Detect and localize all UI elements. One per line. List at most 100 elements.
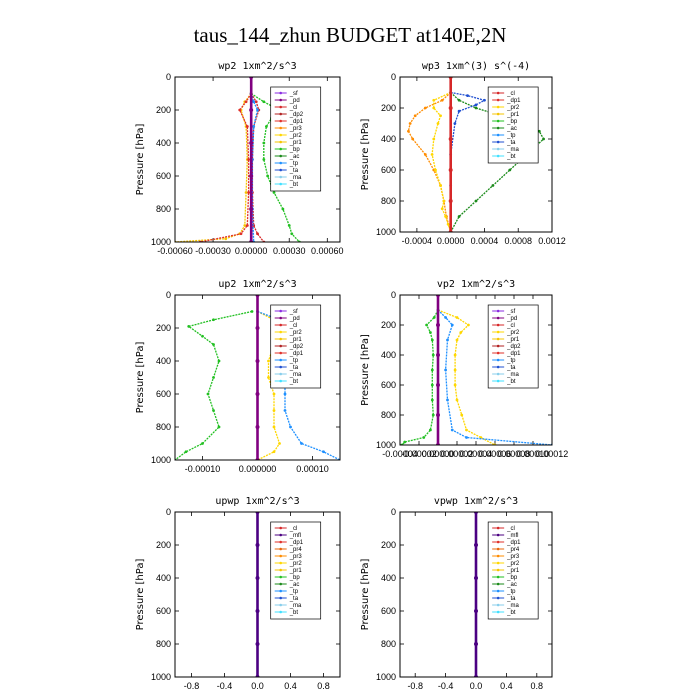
y-tick-label: 400 bbox=[381, 134, 396, 144]
legend-marker-pd bbox=[496, 316, 500, 320]
series-point-tp bbox=[450, 428, 454, 432]
x-tick-label: 0.4 bbox=[500, 681, 513, 691]
y-axis-label: Pressure [hPa] bbox=[360, 119, 371, 191]
series-point-dp1 bbox=[245, 125, 249, 128]
y-tick-label: 1000 bbox=[151, 672, 171, 682]
x-tick-label: 0.0004 bbox=[471, 236, 499, 246]
legend-label-pr1: _pr1 bbox=[506, 568, 520, 574]
y-tick-label: 600 bbox=[156, 171, 171, 181]
y-tick-label: 0 bbox=[166, 290, 171, 300]
x-tick-label: -0.8 bbox=[407, 681, 423, 691]
legend-label-ma: _ma bbox=[289, 175, 302, 181]
series-point-bp bbox=[290, 232, 294, 236]
legend-marker-pr4 bbox=[279, 547, 283, 551]
series-point-ta bbox=[453, 122, 457, 125]
series-point-tp bbox=[446, 338, 449, 342]
legend-label-ac: _ac bbox=[289, 582, 300, 588]
x-tick-label: 0.00006 bbox=[479, 449, 512, 459]
series-point-pr3 bbox=[408, 122, 412, 125]
legend-marker-mfl bbox=[496, 533, 500, 537]
legend-label-bp: _bp bbox=[289, 147, 301, 153]
legend-label-bt: _bt bbox=[506, 154, 516, 160]
legend-label-ma: _ma bbox=[506, 147, 519, 153]
legend-marker-dp1 bbox=[279, 119, 283, 123]
y-axis-label: Pressure [hPa] bbox=[135, 124, 146, 196]
series-point-bp bbox=[272, 191, 276, 194]
series-point-pr1 bbox=[243, 224, 247, 227]
legend-marker-pr1 bbox=[279, 140, 283, 144]
series-point-pd bbox=[255, 425, 260, 429]
series-point-tp bbox=[289, 425, 292, 429]
legend-marker-tp bbox=[279, 161, 283, 165]
legend-marker-tp bbox=[496, 133, 500, 137]
series-point-bp bbox=[201, 334, 204, 338]
series-point-ac bbox=[457, 98, 461, 102]
series-point-bp bbox=[425, 323, 428, 327]
legend-label-ta: _ta bbox=[506, 140, 516, 146]
legend-label-tp: _tp bbox=[289, 161, 299, 167]
legend-label-bt: _bt bbox=[289, 182, 299, 188]
x-tick-label: 0.0008 bbox=[504, 236, 532, 246]
series-point-pr2 bbox=[430, 153, 434, 156]
x-tick-label: 0.00000 bbox=[235, 246, 268, 256]
plot-frame bbox=[399, 511, 553, 678]
series-group bbox=[400, 295, 552, 445]
series-point-tp bbox=[444, 316, 447, 319]
legend-marker-pr3 bbox=[496, 554, 500, 558]
legend-label-pr1: _pr1 bbox=[289, 568, 303, 574]
series-point-pr2 bbox=[432, 137, 436, 141]
plot-frame bbox=[174, 76, 341, 243]
legend-marker-ma bbox=[496, 603, 500, 607]
legend-marker-dp2 bbox=[279, 112, 283, 116]
legend-marker-pd bbox=[279, 316, 283, 320]
legend-label-pd: _pd bbox=[289, 316, 300, 322]
y-axis-label: Pressure [hPa] bbox=[360, 559, 371, 631]
series-point-dp1 bbox=[247, 158, 251, 161]
series-point-pr2 bbox=[436, 122, 440, 125]
series-line-pr1 bbox=[175, 93, 252, 242]
panel-title: vpwp 1xm^2/s^3 bbox=[434, 496, 518, 507]
legend-marker-dp2 bbox=[496, 344, 500, 348]
legend-label-cl: _cl bbox=[506, 323, 515, 329]
legend-marker-ta bbox=[279, 168, 283, 172]
series-point-pr2 bbox=[267, 376, 270, 379]
series-point-bp bbox=[262, 141, 266, 145]
plot-frame bbox=[174, 294, 341, 461]
legend-marker-tp bbox=[279, 589, 283, 593]
series-point-pr2 bbox=[442, 199, 446, 203]
legend-label-pr2: _pr2 bbox=[289, 133, 303, 139]
legend-label-ta: _ta bbox=[506, 596, 516, 602]
legend-marker-bp bbox=[496, 575, 500, 579]
x-tick-label: 0.00060 bbox=[311, 246, 344, 256]
series-point-pr1 bbox=[244, 191, 248, 194]
x-tick-label: 0.00012 bbox=[536, 449, 569, 459]
legend-marker-ac bbox=[496, 582, 500, 586]
x-tick-label: 0.8 bbox=[531, 681, 544, 691]
y-tick-label: 600 bbox=[156, 606, 171, 616]
series-point-tp bbox=[444, 368, 447, 372]
legend-label-sf: _sf bbox=[506, 309, 515, 315]
series-point-bp bbox=[429, 428, 432, 432]
series-point-bp bbox=[430, 338, 434, 342]
legend-label-cl: _cl bbox=[506, 526, 515, 532]
series-point-dp1 bbox=[247, 191, 251, 194]
series-point-ac bbox=[537, 129, 541, 133]
legend-label-ta: _ta bbox=[289, 365, 299, 371]
x-tick-label: 0.8 bbox=[317, 681, 330, 691]
series-point-ac bbox=[542, 137, 545, 141]
legend-label-bt: _bt bbox=[289, 610, 299, 616]
y-tick-label: 800 bbox=[381, 196, 396, 206]
series-point-pd bbox=[249, 108, 254, 112]
legend-marker-dp1 bbox=[279, 351, 283, 355]
series-point-pr3 bbox=[411, 137, 415, 141]
legend-label-cl: _cl bbox=[506, 91, 515, 97]
legend-marker-pr4 bbox=[496, 547, 500, 551]
legend-label-tp: _tp bbox=[289, 589, 299, 595]
x-tick-label: -0.8 bbox=[184, 681, 200, 691]
legend-marker-cl bbox=[496, 526, 500, 530]
legend-marker-ma bbox=[279, 372, 283, 376]
y-tick-label: 600 bbox=[156, 389, 171, 399]
series-point-pd bbox=[436, 413, 440, 417]
legend-marker-bp bbox=[496, 119, 500, 123]
panel-title: wp3 1xm^(3) s^(-4) bbox=[422, 61, 530, 72]
